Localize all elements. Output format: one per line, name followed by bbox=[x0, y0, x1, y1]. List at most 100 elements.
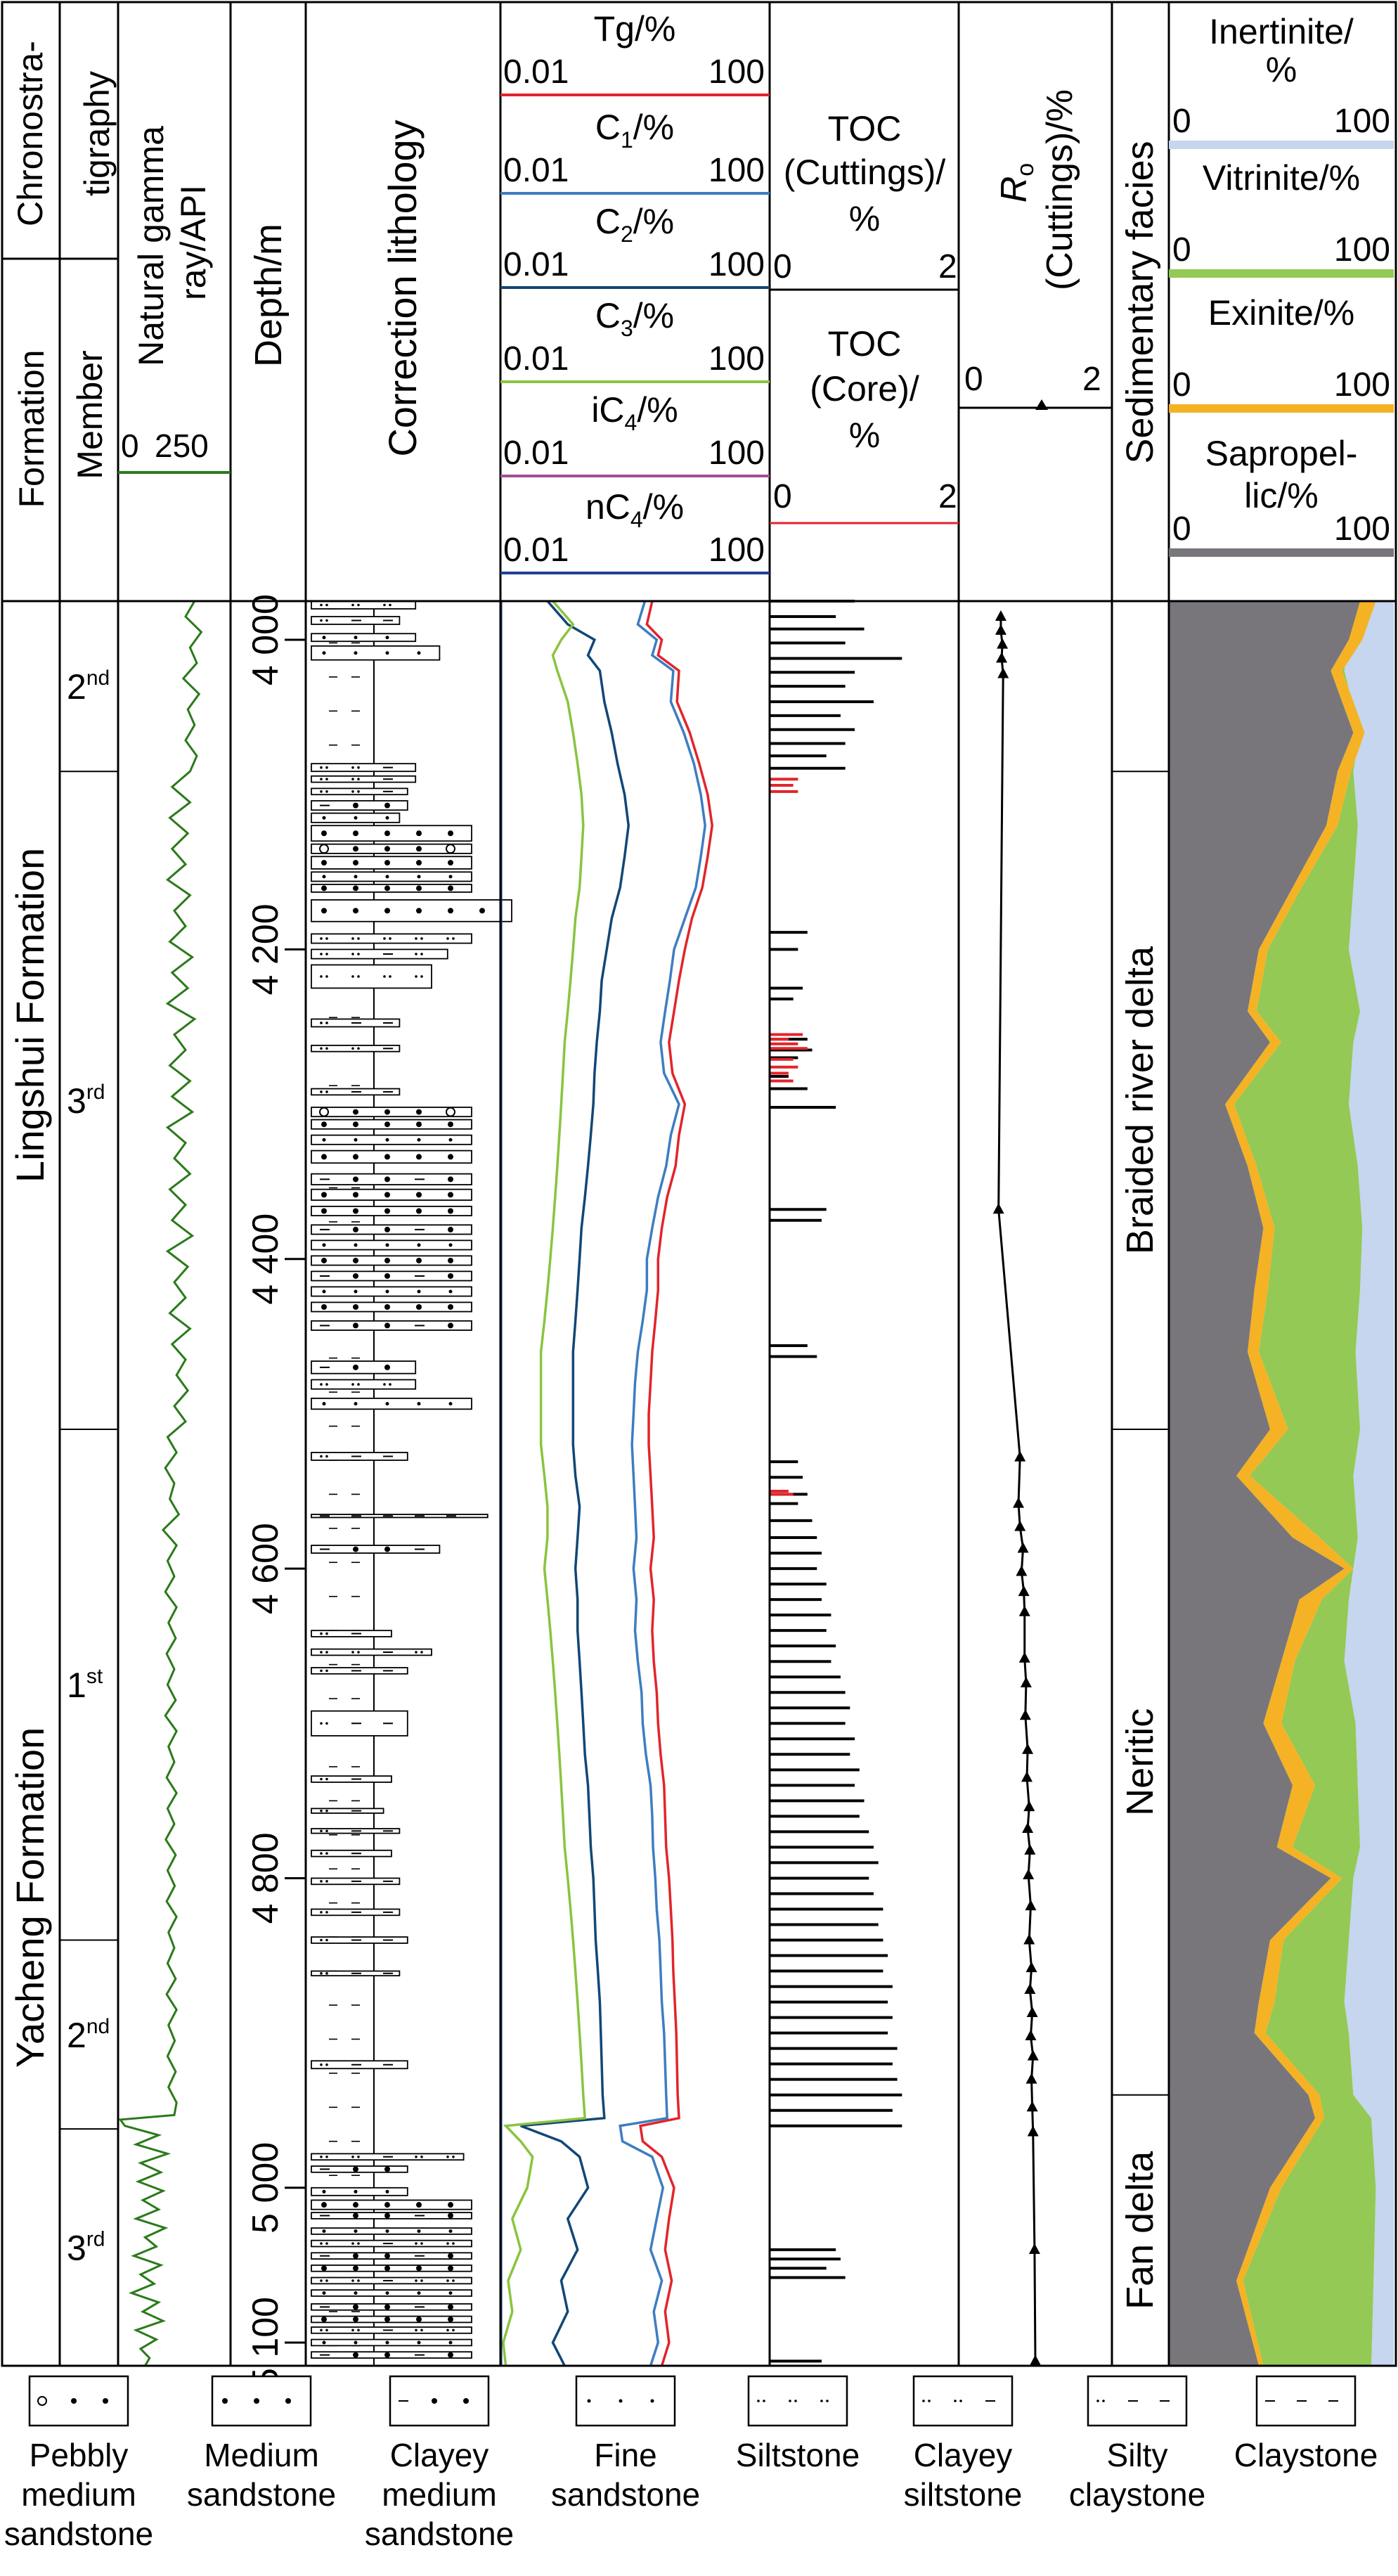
maceral-name: Vitrinite/% bbox=[1203, 158, 1360, 198]
lithology-bed bbox=[311, 856, 472, 870]
lithology-bed bbox=[311, 1188, 472, 1201]
lithology-bed bbox=[311, 1379, 417, 1390]
depth-tick-label: 4 600 bbox=[245, 1523, 286, 1614]
toc-core-max: 2 bbox=[938, 478, 957, 515]
ro-point bbox=[1018, 1605, 1030, 1616]
depth-tick-label: 4 000 bbox=[245, 594, 286, 685]
gas-scale-max: 100 bbox=[708, 340, 765, 378]
lithology-bed bbox=[311, 1710, 408, 1737]
lithology-bed bbox=[311, 964, 432, 989]
gas-curve bbox=[619, 601, 706, 2366]
ro-point bbox=[1016, 1565, 1028, 1576]
lithology-bed bbox=[311, 1149, 472, 1164]
gas-scale-min: 0.01 bbox=[503, 246, 569, 283]
lithology-bed bbox=[311, 1630, 392, 1637]
maceral-scale-min: 0 bbox=[1172, 510, 1191, 548]
lithology-bed bbox=[311, 1205, 472, 1216]
ro-point bbox=[997, 667, 1009, 678]
lithology-bed bbox=[311, 948, 448, 960]
lithology-bed bbox=[311, 2252, 472, 2260]
lithology-bed bbox=[311, 1173, 472, 1185]
gas-scale-min: 0.01 bbox=[503, 532, 569, 569]
lithology-bed bbox=[311, 1107, 472, 1118]
facies-label: Neritic bbox=[1119, 1708, 1161, 1816]
lithology-bed bbox=[311, 1088, 401, 1096]
ro-header-unit: (Cuttings)/% bbox=[1040, 89, 1080, 290]
ro-point bbox=[1022, 1743, 1034, 1754]
lithology-bed bbox=[311, 1018, 401, 1028]
chronostratigraphy-label-2: tigraphy bbox=[77, 71, 117, 196]
depth-tick-label: 4 400 bbox=[245, 1213, 286, 1305]
chronostratigraphy-label-1: Chronostra- bbox=[11, 41, 50, 226]
lithology-bed bbox=[311, 1545, 441, 1554]
ro-point bbox=[995, 610, 1007, 622]
maceral-name: Inertinite/ bbox=[1209, 12, 1354, 51]
lithology-bed bbox=[311, 600, 417, 610]
lithology-bed bbox=[311, 2326, 472, 2334]
lithology-bed bbox=[311, 1849, 392, 1857]
ro-point bbox=[1019, 1709, 1031, 1720]
ro-point bbox=[1027, 2049, 1039, 2061]
gas-curve bbox=[639, 601, 714, 2366]
ro-point bbox=[1030, 2355, 1041, 2366]
ro-point bbox=[1014, 1520, 1026, 1531]
legend-label: Medium bbox=[204, 2437, 319, 2473]
member-label: 1st bbox=[67, 1665, 103, 1705]
lithology-bed bbox=[311, 1134, 472, 1145]
legend-label: Clayey bbox=[914, 2437, 1013, 2473]
lithology-bed bbox=[311, 2227, 472, 2235]
gas-scale-max: 100 bbox=[708, 532, 765, 569]
lithology-bed bbox=[311, 933, 472, 944]
gas-series-name: C1/% bbox=[595, 108, 674, 153]
legend-label: claystone bbox=[1069, 2476, 1205, 2513]
ro-point bbox=[992, 1203, 1004, 1214]
gas-curve bbox=[520, 601, 630, 2366]
maceral-unit: % bbox=[1266, 50, 1297, 89]
lithology-column bbox=[311, 600, 512, 2366]
ro-header: Ro (Cuttings)/% 0 2 bbox=[959, 89, 1112, 410]
ro-point bbox=[996, 652, 1008, 663]
maceral-scale-min: 0 bbox=[1172, 231, 1191, 269]
lithology-bed bbox=[311, 1119, 472, 1130]
lithology-bed bbox=[311, 2264, 472, 2272]
legend-label: medium bbox=[21, 2476, 136, 2513]
ro-point bbox=[997, 638, 1009, 649]
ro-point bbox=[1026, 2101, 1038, 2112]
gas-curve bbox=[502, 601, 587, 2366]
ro-point bbox=[1023, 1869, 1035, 1880]
maceral-scale-max: 100 bbox=[1334, 231, 1390, 269]
ro-point bbox=[1022, 1822, 1034, 1833]
gas-series-name: iC4/% bbox=[591, 390, 678, 435]
depth-tick-label: 4 200 bbox=[245, 903, 286, 995]
sapropelic-area bbox=[1169, 601, 1360, 2366]
maceral-scale-min: 0 bbox=[1172, 366, 1191, 404]
legend-swatch bbox=[575, 2375, 676, 2427]
ro-point bbox=[1023, 1801, 1035, 1812]
ro-point bbox=[1024, 1843, 1036, 1855]
ro-scale-min: 0 bbox=[964, 361, 983, 398]
lithology-bed bbox=[311, 1239, 472, 1251]
maceral-scale-max: 100 bbox=[1334, 103, 1390, 140]
lithology-bed bbox=[311, 1301, 472, 1313]
lithology-bed bbox=[311, 1360, 417, 1374]
toc-core-line3: % bbox=[849, 416, 880, 455]
member-label: 3rd bbox=[67, 1081, 105, 1121]
lithology-bed bbox=[311, 2165, 408, 2173]
lithology-bed bbox=[311, 2153, 465, 2161]
gamma-scale-max: 250 bbox=[155, 427, 209, 464]
lithology-bed bbox=[311, 787, 408, 796]
legend-swatch bbox=[28, 2375, 129, 2427]
gas-scale-max: 100 bbox=[708, 246, 765, 283]
inertinite-area bbox=[1344, 601, 1394, 2366]
legend-label: Clayey bbox=[390, 2437, 489, 2473]
depth-tick-label: 5 100 bbox=[245, 2297, 286, 2388]
lithology-bed bbox=[311, 2199, 472, 2210]
facies-header: Sedimentary facies bbox=[1119, 141, 1161, 463]
lithology-bed bbox=[311, 2187, 408, 2196]
ro-point bbox=[1023, 1933, 1035, 1945]
legend-item: Claystone bbox=[1234, 2375, 1378, 2473]
lithology-bed bbox=[311, 1398, 472, 1410]
lithology-bed bbox=[311, 1270, 472, 1282]
facies-column: Braided river delta Neritic Fan delta bbox=[1112, 771, 1169, 2310]
